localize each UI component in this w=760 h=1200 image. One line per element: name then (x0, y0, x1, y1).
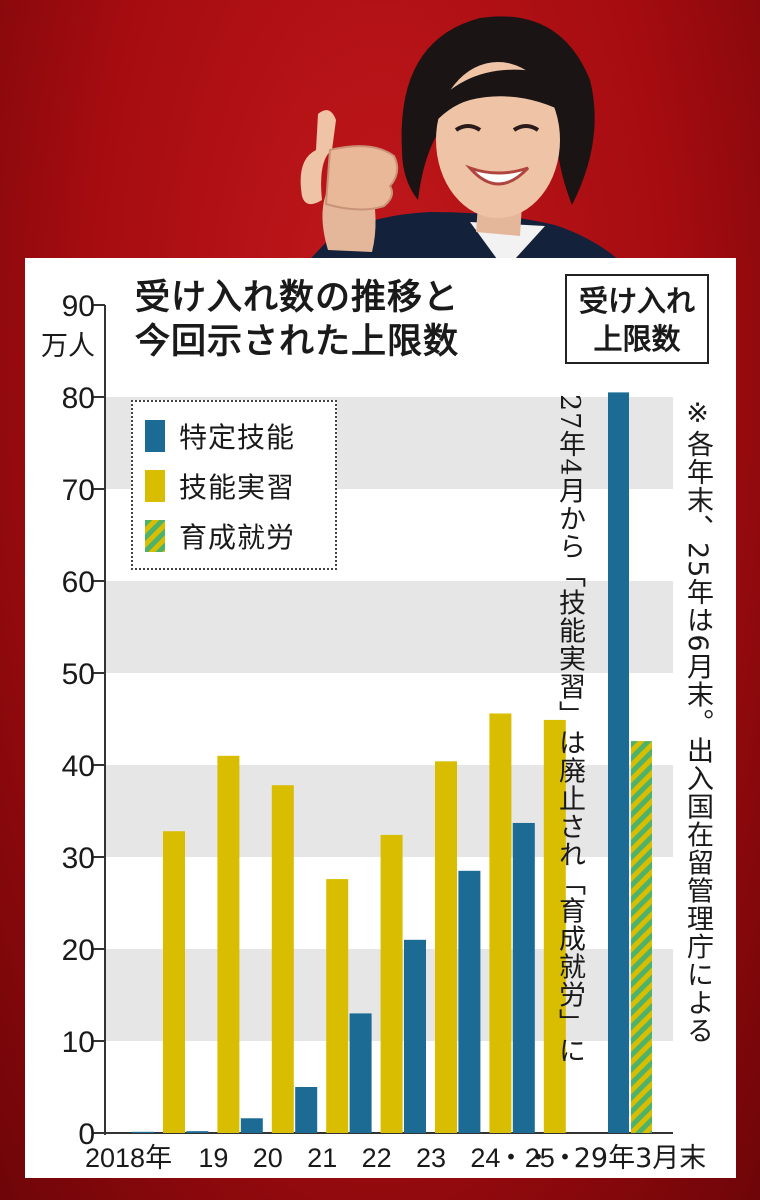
y-unit-label: 万人 (41, 331, 95, 362)
grid-band (105, 581, 673, 673)
bar-tokutei (132, 1131, 154, 1133)
bar-tokutei (512, 822, 535, 1133)
bar-jisshu (163, 831, 185, 1133)
photo-eye-right (512, 124, 540, 132)
photo-shoulders (300, 212, 630, 270)
source-footnote: ※各年末、25年は6月末。出入国在留管理庁による (682, 398, 713, 1045)
photo-fingers (324, 145, 399, 211)
x-tick-label: 23 (416, 1143, 446, 1173)
photo-hair (401, 16, 595, 206)
bar-jisshu (543, 719, 566, 1133)
photo-collar (470, 222, 545, 270)
limit-header-box: 受け入れ 上限数 (565, 274, 709, 364)
bar-tokutei (240, 1118, 263, 1133)
y-tick-label: 20 (62, 934, 95, 967)
x-tick-label: 19 (198, 1143, 228, 1173)
y-tick-label: 50 (62, 658, 95, 691)
limit-bar-tokutei (608, 392, 629, 1133)
y-tick-label: 0 (78, 1118, 95, 1151)
x-tick-label: 20 (253, 1143, 283, 1173)
chart-panel: 0 10 20 30 40 50 60 70 80 90 万人 2018年 19 20 21 22 23 24 25… (25, 258, 736, 1178)
legend-item-jisshu: 技能実習 (145, 466, 295, 506)
legend-swatch-jisshu (145, 470, 165, 502)
photo-fringe (430, 69, 570, 128)
photo-face (436, 62, 560, 218)
grid-band (105, 673, 673, 765)
bar-jisshu (326, 879, 349, 1133)
x-tick-label: 22 (362, 1143, 392, 1173)
y-tick-label: 40 (62, 750, 95, 783)
chart-title: 受け入れ数の推移と 今回示された上限数 (135, 276, 459, 364)
photo-eye-left (454, 124, 482, 132)
photo-smile (465, 164, 530, 186)
x-tick-label: 24 (470, 1143, 500, 1173)
chart-title-line-2: 今回示された上限数 (135, 322, 460, 362)
y-top-tick-label: 90 (62, 290, 95, 323)
bar-jisshu (489, 713, 512, 1133)
limit-header-line-1: 受け入れ (578, 284, 695, 318)
bar-tokutei (349, 1013, 372, 1133)
bar-tokutei (186, 1131, 209, 1133)
legend-label-ikusei: 育成就労 (179, 521, 296, 554)
photo-fist (300, 110, 336, 205)
legend-label-tokutei: 特定技能 (179, 421, 296, 454)
bar-tokutei (295, 1087, 318, 1133)
legend-swatch-tokutei (145, 420, 165, 452)
y-tick-label: 80 (62, 382, 95, 415)
bar-tokutei (458, 870, 481, 1133)
y-tick-label: 10 (62, 1026, 95, 1059)
y-tick-label: 30 (62, 842, 95, 875)
bar-tokutei (404, 939, 426, 1133)
thumbs-up-photo (300, 16, 630, 270)
y-tick-label: 70 (62, 474, 95, 507)
limit-header-line-2: 上限数 (593, 322, 681, 356)
legend-swatch-ikusei (145, 520, 165, 552)
chart-legend: 特定技能 技能実習 育成就労 (131, 400, 337, 570)
limit-bar-ikusei (631, 741, 652, 1133)
chart-title-line-1: 受け入れ数の推移と (135, 278, 460, 318)
x-limit-label: 29年3月末 (574, 1143, 707, 1174)
legend-label-jisshu: 技能実習 (179, 471, 296, 504)
bar-jisshu (435, 761, 457, 1133)
bar-chart: 0 10 20 30 40 50 60 70 80 90 万人 2018年 19 20 21 22 23 24 25… (41, 290, 707, 1174)
bar-jisshu (217, 755, 240, 1133)
x-tick-label: 21 (307, 1143, 337, 1173)
x-tick-label: 25 (525, 1143, 555, 1173)
y-tick-label: 60 (62, 566, 95, 599)
bar-jisshu (380, 834, 403, 1133)
legend-item-tokutei: 特定技能 (145, 416, 295, 456)
transition-annotation: 27年4月から「技能実習」は廃止され「育成就労」に (554, 394, 585, 1065)
bar-jisshu (271, 785, 294, 1133)
legend-item-ikusei: 育成就労 (145, 516, 295, 556)
x-tick-label: 2018年 (85, 1143, 172, 1173)
x-separator-label: ・・・ (498, 1143, 579, 1174)
